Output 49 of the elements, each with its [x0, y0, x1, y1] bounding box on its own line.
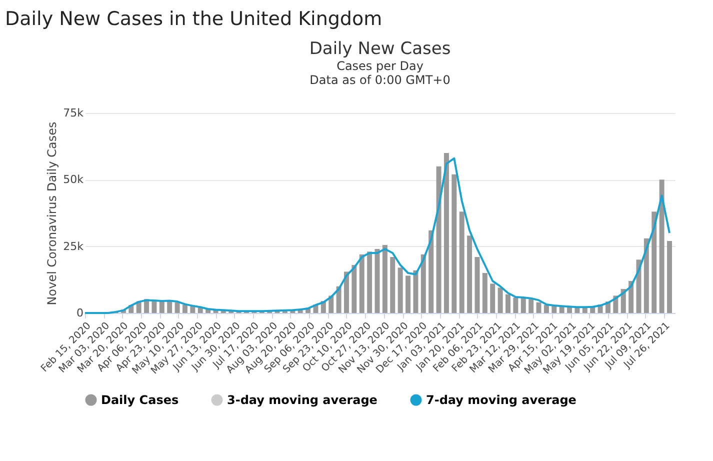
bar	[667, 241, 672, 313]
bar	[398, 268, 403, 313]
bar	[644, 238, 649, 313]
bar	[436, 166, 442, 313]
chart-title: Daily New Cases	[309, 39, 451, 59]
legend-label: Daily Cases	[101, 393, 179, 407]
bar	[536, 302, 542, 313]
bar	[659, 180, 664, 313]
bar	[359, 254, 364, 313]
bar	[520, 297, 526, 313]
y-tick-label: 50k	[63, 173, 84, 186]
bar	[513, 298, 518, 313]
bar	[382, 245, 388, 313]
bar	[636, 260, 642, 313]
bar	[452, 174, 457, 313]
line-series	[84, 157, 671, 314]
bar	[559, 306, 564, 313]
bar	[174, 302, 180, 313]
bar	[420, 254, 426, 313]
bar	[406, 276, 411, 313]
bar	[367, 252, 372, 313]
bar	[444, 153, 449, 313]
legend-label: 7-day moving average	[426, 393, 576, 407]
bar	[336, 286, 342, 313]
bar	[552, 306, 557, 313]
bar	[498, 288, 503, 313]
y-tick-label: 25k	[63, 240, 84, 253]
bar	[490, 284, 496, 313]
y-tick-label: 0	[76, 306, 84, 320]
bar	[467, 236, 472, 313]
y-tick-label: 75k	[63, 106, 84, 120]
bar	[428, 230, 434, 313]
bar	[344, 272, 349, 313]
bar	[352, 265, 357, 313]
bar	[652, 212, 657, 313]
bar	[528, 299, 534, 313]
bar	[413, 270, 418, 313]
bar	[459, 212, 464, 313]
bar	[482, 273, 488, 313]
bar	[544, 305, 549, 313]
bar	[374, 249, 380, 313]
bar	[474, 257, 480, 313]
bar	[182, 304, 188, 313]
chart-subtitle: Cases per Day Data as of 0:00 GMT+0	[310, 59, 450, 87]
bar	[390, 257, 396, 313]
text: Daily New Cases in the United Kingdom	[5, 8, 382, 30]
legend-label: 3-day moving average	[227, 393, 378, 407]
y-axis-title: Novel Coronavirus Daily Cases	[45, 122, 60, 306]
bar	[506, 294, 510, 313]
